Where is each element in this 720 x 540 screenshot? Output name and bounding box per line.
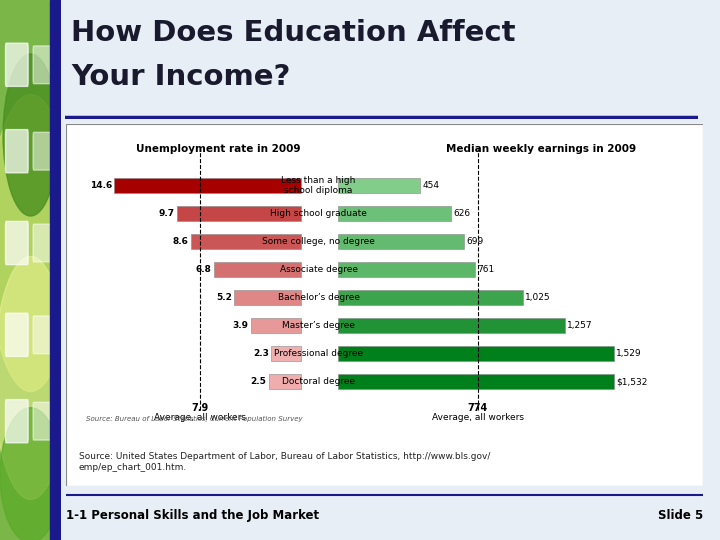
Text: 8.6: 8.6 xyxy=(173,237,189,246)
Text: 3.9: 3.9 xyxy=(233,321,248,330)
Text: 1,529: 1,529 xyxy=(616,349,642,358)
Text: 1-1 Personal Skills and the Job Market: 1-1 Personal Skills and the Job Market xyxy=(66,509,320,522)
Text: Slide 5: Slide 5 xyxy=(658,509,703,522)
Bar xyxy=(114,178,301,193)
Bar xyxy=(338,318,564,333)
Bar xyxy=(338,234,464,249)
Text: High school graduate: High school graduate xyxy=(270,209,367,218)
FancyBboxPatch shape xyxy=(33,402,53,440)
Bar xyxy=(338,346,614,361)
FancyBboxPatch shape xyxy=(6,43,28,86)
Text: How Does Education Affect: How Does Education Affect xyxy=(71,19,516,48)
Text: Average, all workers: Average, all workers xyxy=(154,413,246,422)
Text: 761: 761 xyxy=(477,265,495,274)
Text: Source: Bureau of Labor Statistics, Current Population Survey: Source: Bureau of Labor Statistics, Curr… xyxy=(86,416,302,422)
Text: 1,025: 1,025 xyxy=(525,293,551,302)
Bar xyxy=(338,178,420,193)
Ellipse shape xyxy=(3,54,58,216)
Bar xyxy=(338,290,523,305)
Text: Associate degree: Associate degree xyxy=(279,265,358,274)
Text: 1,257: 1,257 xyxy=(567,321,593,330)
Text: 5.2: 5.2 xyxy=(216,293,232,302)
Ellipse shape xyxy=(0,256,68,500)
Bar xyxy=(338,206,451,221)
Ellipse shape xyxy=(0,408,61,540)
Bar xyxy=(271,346,301,361)
Bar xyxy=(234,290,301,305)
Bar xyxy=(191,234,301,249)
FancyBboxPatch shape xyxy=(6,130,28,173)
FancyBboxPatch shape xyxy=(6,221,28,265)
Text: 2.3: 2.3 xyxy=(253,349,269,358)
FancyBboxPatch shape xyxy=(6,400,28,443)
Bar xyxy=(177,206,301,221)
Text: Source: United States Department of Labor, Bureau of Labor Statistics, http://ww: Source: United States Department of Labo… xyxy=(79,452,490,471)
FancyBboxPatch shape xyxy=(33,46,53,84)
Text: 7.9: 7.9 xyxy=(191,403,208,413)
FancyBboxPatch shape xyxy=(33,132,53,170)
Text: 699: 699 xyxy=(467,237,484,246)
Text: Some college, no degree: Some college, no degree xyxy=(262,237,375,246)
Text: Less than a high
school diploma: Less than a high school diploma xyxy=(282,176,356,195)
Text: Your Income?: Your Income? xyxy=(71,63,290,91)
Bar xyxy=(214,262,301,277)
Text: Master’s degree: Master’s degree xyxy=(282,321,355,330)
Bar xyxy=(338,374,614,389)
Text: Bachelor’s degree: Bachelor’s degree xyxy=(278,293,360,302)
Text: 774: 774 xyxy=(467,403,488,413)
FancyBboxPatch shape xyxy=(33,316,53,354)
Text: $1,532: $1,532 xyxy=(616,377,648,386)
Ellipse shape xyxy=(0,94,73,392)
Text: 9.7: 9.7 xyxy=(158,209,174,218)
Text: Unemployment rate in 2009: Unemployment rate in 2009 xyxy=(136,144,300,154)
FancyBboxPatch shape xyxy=(6,313,28,356)
Bar xyxy=(338,262,475,277)
Text: Professional degree: Professional degree xyxy=(274,349,363,358)
Text: 626: 626 xyxy=(454,209,470,218)
Text: 6.8: 6.8 xyxy=(196,265,212,274)
Bar xyxy=(251,318,301,333)
FancyBboxPatch shape xyxy=(33,224,53,262)
Text: 454: 454 xyxy=(422,181,439,190)
Bar xyxy=(50,0,61,540)
Text: 2.5: 2.5 xyxy=(251,377,266,386)
FancyBboxPatch shape xyxy=(66,124,703,486)
Text: Median weekly earnings in 2009: Median weekly earnings in 2009 xyxy=(446,144,636,154)
Bar xyxy=(269,374,301,389)
Text: Doctoral degree: Doctoral degree xyxy=(282,377,355,386)
Text: Average, all workers: Average, all workers xyxy=(432,413,523,422)
Text: 14.6: 14.6 xyxy=(90,181,112,190)
